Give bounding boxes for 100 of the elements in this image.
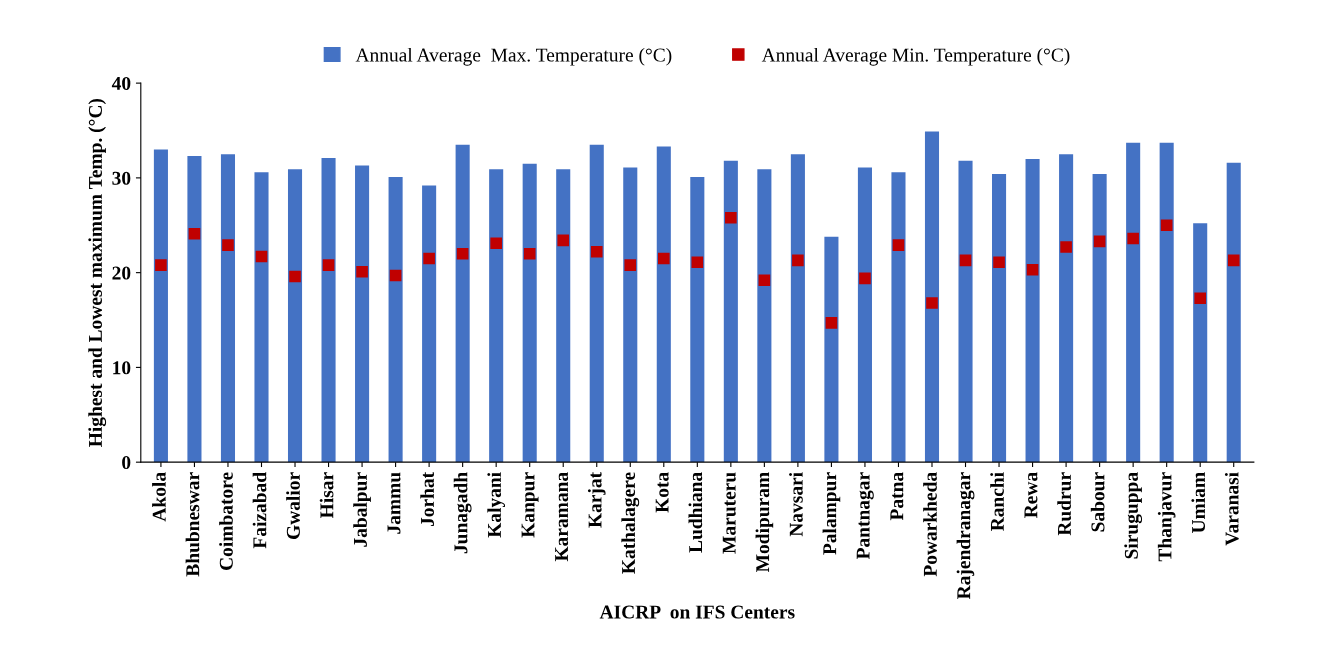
point (725, 211, 737, 224)
point (389, 269, 402, 282)
x-tick-label: Kota (655, 472, 669, 513)
x-tick-label: Hisar (319, 472, 334, 519)
bar (1226, 162, 1241, 463)
x-tick-label: Patna (890, 472, 904, 521)
bar (220, 154, 236, 463)
x-tick-label: Ludhiana (688, 472, 703, 553)
bar (723, 160, 738, 463)
point (859, 272, 871, 285)
bar (656, 146, 671, 463)
point (1127, 232, 1139, 245)
bar (992, 174, 1007, 463)
bar (254, 172, 269, 463)
point (825, 317, 838, 329)
x-tick-label: Rewa (1024, 472, 1038, 518)
x-tick-label: Varanasi (1224, 472, 1239, 546)
point (624, 259, 637, 271)
bar (489, 169, 504, 463)
y-tick-label: 0 (122, 455, 131, 470)
y-tick-label: 10 (113, 361, 131, 375)
y-tick-label: 30 (112, 171, 131, 185)
point (557, 234, 570, 247)
bar (1092, 174, 1107, 463)
bar (824, 236, 839, 463)
point (926, 297, 938, 309)
point (590, 245, 603, 258)
point (1093, 235, 1106, 248)
legend-label: Annual Average Max. Temperature (°C) (355, 47, 672, 66)
x-tick-label: Maruteru (722, 472, 736, 554)
x-tick-label: Pantnagar (856, 472, 874, 560)
bar (1025, 158, 1040, 463)
bar (287, 169, 303, 463)
point (188, 227, 201, 240)
x-tick-label: Navsari (789, 472, 803, 537)
x-tick-label: Kanpur (521, 472, 539, 538)
bar (187, 156, 202, 463)
bar (355, 165, 370, 463)
y-axis-title: Highest and Lowest maximum Temp. (°C) (88, 98, 107, 447)
point (892, 239, 905, 251)
point (1060, 241, 1072, 253)
point (356, 265, 368, 278)
bar (455, 144, 470, 463)
x-tick-label: Sabour (1090, 472, 1105, 532)
x-tick-label: Jorhat (420, 471, 434, 527)
point (1194, 292, 1206, 305)
point (523, 247, 536, 260)
bar (1159, 142, 1174, 463)
point (993, 256, 1005, 269)
point (155, 259, 167, 271)
x-tick-label: Modipuram (755, 472, 774, 573)
bar (1126, 142, 1141, 463)
bar (757, 169, 772, 463)
point (456, 247, 469, 260)
bar (153, 149, 168, 463)
bar (790, 154, 805, 463)
x-tick-label: Akola (152, 472, 166, 522)
bar (924, 131, 940, 463)
point (322, 259, 335, 271)
x-tick-label: Kathalagere (621, 472, 640, 574)
point (255, 250, 268, 263)
point (1160, 219, 1173, 232)
bar (891, 172, 906, 463)
x-tick-label: Siruguppa (1124, 472, 1143, 559)
point (691, 256, 704, 269)
x-tick-label: Jabalpur (353, 472, 371, 547)
point (222, 239, 234, 251)
x-tick-label: Karjat (587, 471, 606, 528)
bar (589, 144, 604, 463)
y-tick-label: 40 (111, 76, 131, 91)
point (423, 252, 435, 265)
x-tick-label: Coimbatore (219, 472, 233, 570)
x-tick-label: Rajendranagar (956, 472, 975, 600)
x-tick-label: Karamana (555, 472, 569, 562)
y-tick-label: 20 (112, 266, 131, 280)
x-tick-label: Jammu (387, 472, 401, 534)
x-tick-label: Palampur (822, 472, 841, 555)
x-tick-label: Kalyani (487, 472, 506, 538)
point (758, 274, 771, 287)
bar (556, 169, 571, 463)
point (657, 252, 670, 265)
x-tick-label: Junagadh (453, 472, 472, 554)
legend-label: Annual Average Min. Temperature (°C) (761, 47, 1070, 66)
point (1026, 264, 1039, 276)
bar (1059, 154, 1074, 463)
x-tick-label: Ranchi (990, 472, 1004, 531)
x-tick-label: Rudrur (1057, 472, 1072, 536)
x-tick-label: Gwalior (286, 472, 300, 539)
bar (690, 176, 705, 463)
point (1227, 254, 1240, 267)
bar (857, 167, 872, 463)
x-tick-label: Bhubneswar (185, 472, 200, 577)
bar (388, 176, 403, 463)
x-tick-label: Powarkheda (923, 472, 937, 577)
bar (321, 157, 336, 463)
x-tick-label: Faizabad (252, 472, 267, 549)
bar (1193, 223, 1208, 463)
bar (958, 160, 973, 463)
point (792, 254, 804, 267)
x-tick-label: Umiam (1191, 472, 1206, 533)
